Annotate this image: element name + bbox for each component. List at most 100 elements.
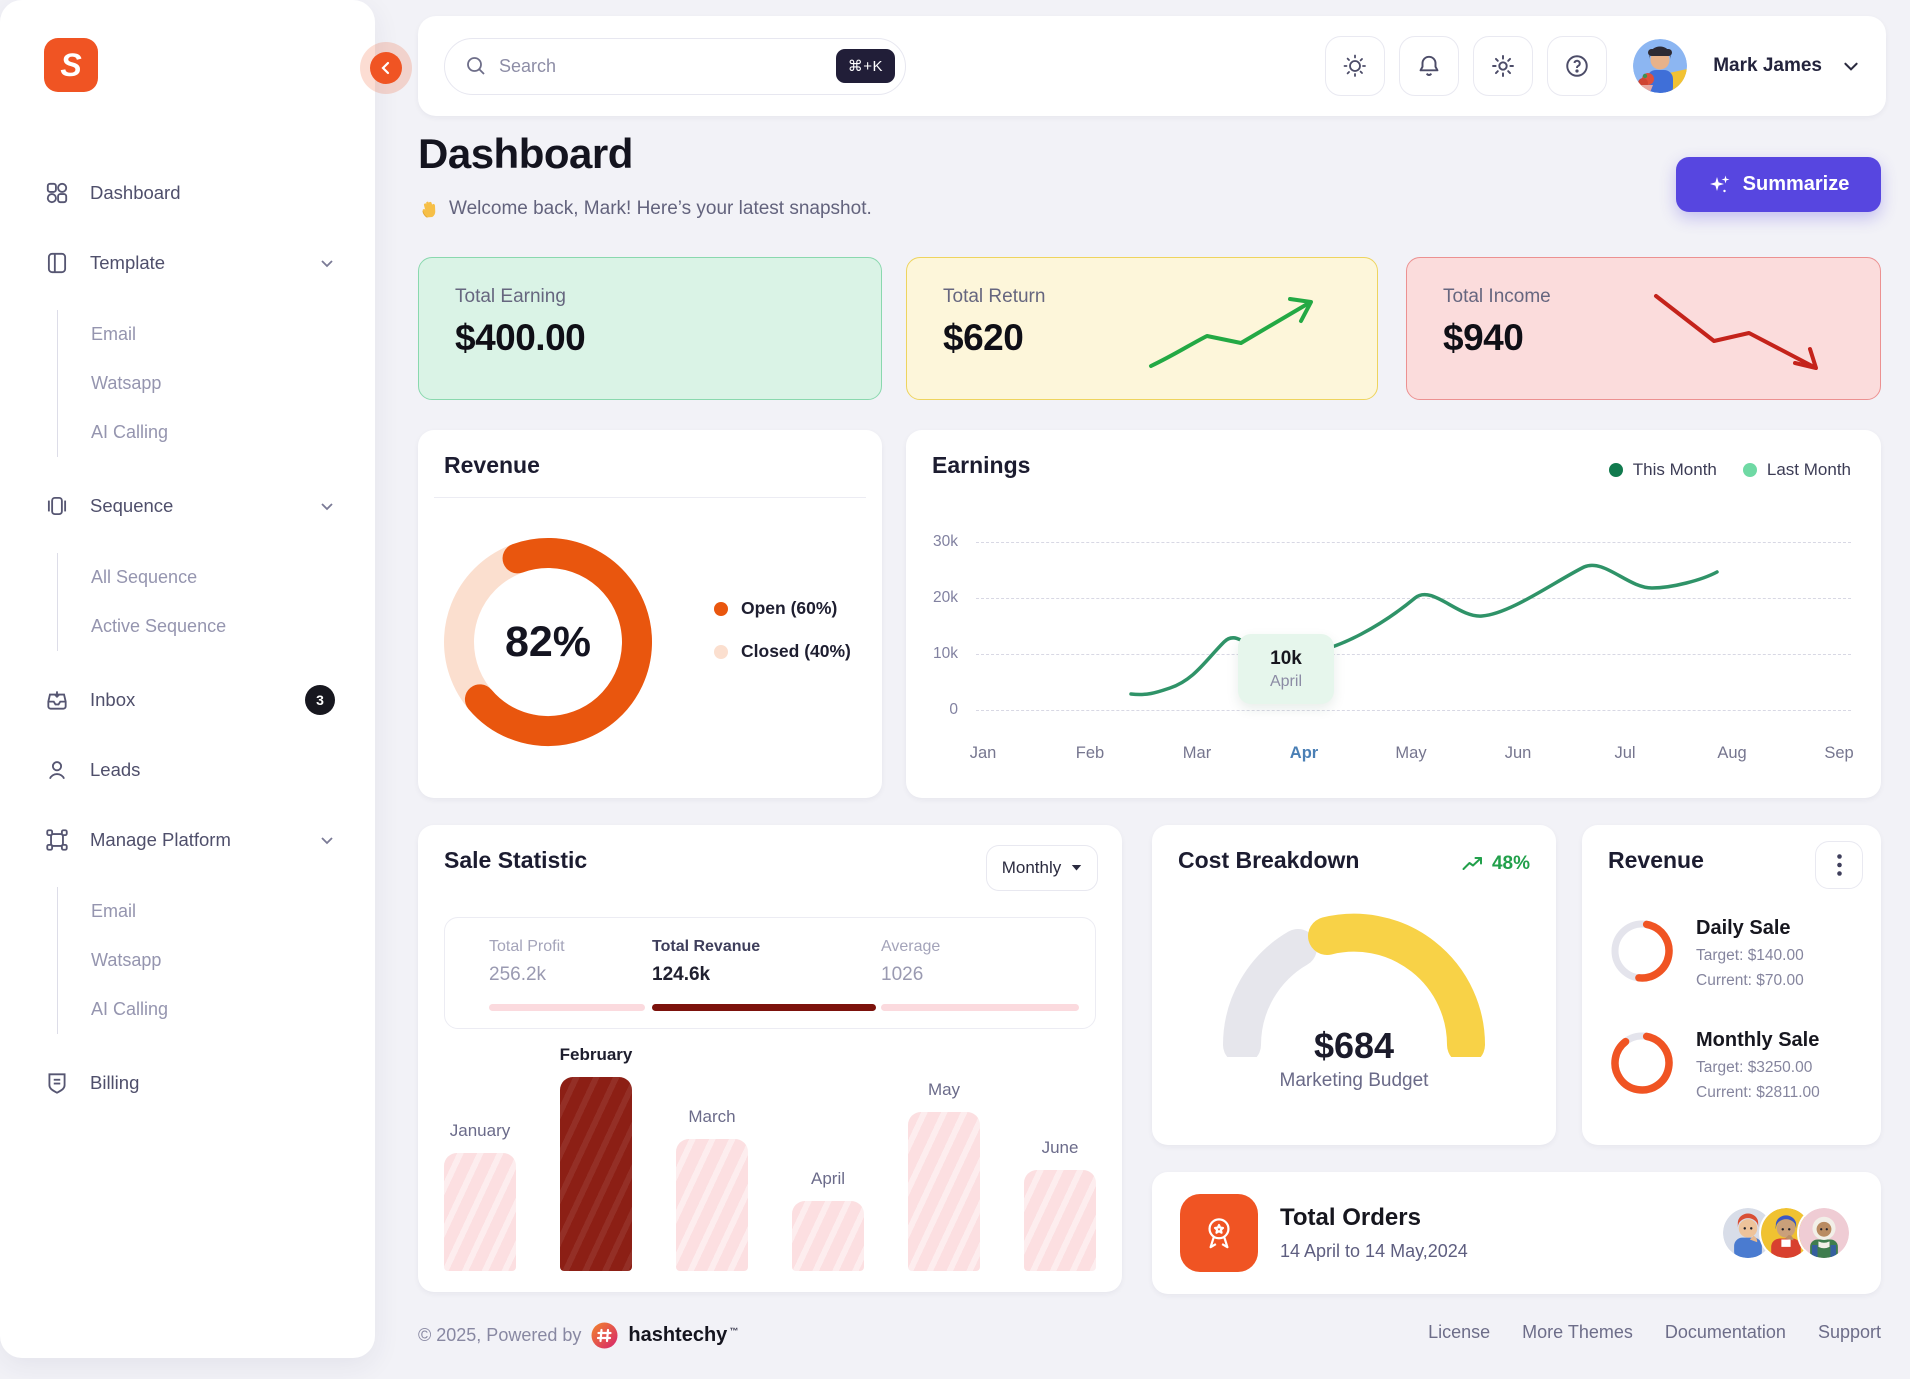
sidebar: s-monogramS Dashboard Template Email Wat…	[0, 0, 375, 1358]
summary-label: Total Profit	[489, 938, 565, 955]
sidebar-subitem-template-email[interactable]: Email	[91, 324, 137, 344]
footer-link-more-themes[interactable]: More Themes	[1522, 1322, 1633, 1342]
summary-value: 124.6k	[652, 964, 711, 985]
trend-up-arrow	[1149, 297, 1313, 368]
daily-sale-ring	[1611, 920, 1673, 982]
sidebar-subitem-platform-email[interactable]: Email	[91, 901, 137, 921]
user-name[interactable]: Mark James	[1713, 55, 1822, 76]
page-title: Dashboard	[418, 130, 633, 177]
user-menu-chevron-icon[interactable]	[1842, 57, 1860, 75]
total-orders-title: Total Orders	[1280, 1204, 1421, 1231]
search-bar[interactable]: ⌘+K	[444, 37, 906, 95]
sidebar-item-sequence[interactable]: Sequence	[44, 483, 335, 529]
stat-value: $400.00	[455, 317, 586, 358]
leads-person-icon	[49, 761, 65, 780]
cost-delta-value: 48%	[1491, 853, 1530, 874]
sidebar-item-leads[interactable]: Leads	[44, 747, 335, 793]
revenue-donut-card: Revenue 82% Open (60%) Closed (40%)	[418, 430, 882, 798]
sidebar-item-label: Billing	[90, 1072, 140, 1093]
chevron-left-icon	[381, 61, 390, 75]
settings-button[interactable]	[1473, 36, 1534, 96]
cost-delta-badge: 48%	[1462, 853, 1530, 875]
stat-card-total-earning: Total Earning $400.00	[418, 257, 882, 400]
legend-closed-label: Closed (40%)	[741, 641, 851, 661]
search-input[interactable]	[499, 55, 824, 77]
sidebar-item-manage-platform[interactable]: Manage Platform	[44, 817, 335, 863]
welcome-message: Welcome back, Mark! Here’s your latest s…	[418, 198, 872, 220]
sidebar-subitem-template-watsapp[interactable]: Watsapp	[91, 373, 162, 393]
x-tick-jan: Jan	[969, 744, 997, 762]
sidebar-subitem-active-sequence[interactable]: Active Sequence	[91, 616, 227, 636]
bell-icon	[1419, 55, 1439, 76]
bar-march	[676, 1139, 748, 1271]
sidebar-subitem-all-sequence[interactable]: All Sequence	[91, 567, 198, 587]
cost-breakdown-card: Cost Breakdown 48% $684 Marketing Budget	[1152, 825, 1556, 1145]
question-circle-icon	[1566, 55, 1588, 77]
template-icon	[47, 252, 67, 274]
award-icon-tile	[1180, 1194, 1258, 1272]
sidebar-item-dashboard[interactable]: Dashboard	[44, 170, 335, 216]
summary-total-revanue: Total Revanue 124.6k	[652, 938, 760, 986]
daily-sale-name: Daily Sale	[1696, 917, 1791, 939]
theme-toggle-button[interactable]	[1325, 36, 1386, 96]
avatar	[1797, 1206, 1851, 1260]
stat-value: $620	[943, 317, 1024, 358]
bar-column-april: April	[792, 1169, 864, 1271]
revenue-donut-chart	[444, 538, 652, 746]
summary-label: Average	[881, 938, 941, 955]
user-avatar[interactable]	[1633, 39, 1688, 93]
bar-label: June	[1041, 1138, 1079, 1157]
daily-sale-current: Current: $70.00	[1696, 972, 1804, 989]
notifications-button[interactable]	[1399, 36, 1460, 96]
y-tick: 30k	[933, 533, 958, 550]
more-options-button[interactable]	[1815, 841, 1863, 889]
total-orders-card: Total Orders 14 April to 14 May,2024	[1152, 1172, 1881, 1294]
sidebar-subitem-platform-ai-calling[interactable]: AI Calling	[91, 999, 169, 1019]
summary-underline	[489, 1004, 645, 1011]
summary-underline	[881, 1004, 1079, 1011]
sidebar-item-billing[interactable]: Billing	[44, 1060, 335, 1106]
footer-link-documentation[interactable]: Documentation	[1664, 1322, 1786, 1342]
sidebar-item-label: Dashboard	[90, 182, 181, 203]
welcome-text: Welcome back, Mark! Here’s your latest s…	[449, 198, 872, 219]
sidebar-item-label: Inbox	[90, 689, 136, 710]
x-tick-feb: Feb	[1075, 744, 1105, 762]
sidebar-subitem-platform-watsapp[interactable]: Watsapp	[91, 950, 162, 970]
legend-open-label: Open (60%)	[741, 598, 838, 618]
cost-breakdown-title: Cost Breakdown	[1178, 847, 1360, 873]
bar-label: May	[927, 1080, 961, 1099]
summary-label: Total Revanue	[652, 938, 761, 955]
copyright-text: © 2025, Powered by	[418, 1325, 582, 1345]
summarize-button[interactable]: Summarize	[1676, 157, 1881, 212]
x-tick-mar: Mar	[1182, 744, 1212, 762]
chevron-down-icon	[321, 837, 333, 845]
sale-statistic-title: Sale Statistic	[444, 847, 588, 873]
sidebar-item-inbox[interactable]: Inbox 3	[44, 677, 335, 723]
x-tick-sep: Sep	[1824, 744, 1854, 762]
monthly-sale-row: Monthly Sale Target: $3250.00 Current: $…	[1608, 1029, 1820, 1102]
topbar-actions: Mark James	[1325, 36, 1860, 96]
sequence-icon	[47, 496, 67, 516]
tooltip-value: 10k	[1270, 647, 1302, 669]
help-button[interactable]	[1547, 36, 1608, 96]
hashtechy-logo-icon	[591, 1322, 618, 1349]
footer-link-support[interactable]: Support	[1817, 1322, 1881, 1342]
summarize-label: Summarize	[1742, 173, 1850, 195]
sidebar-subitem-template-ai-calling[interactable]: AI Calling	[91, 422, 169, 442]
footer-link-license[interactable]: License	[1428, 1322, 1491, 1342]
sale-summary-box: Total Profit 256.2k Total Revanue 124.6k…	[444, 917, 1096, 1029]
bar-column-january: January	[444, 1121, 516, 1271]
app-logo[interactable]: s-monogramS	[44, 38, 98, 92]
sidebar-collapse-button[interactable]	[360, 42, 412, 94]
footer-links: License More Themes Documentation Suppor…	[1428, 1322, 1881, 1343]
period-dropdown[interactable]: Monthly	[986, 845, 1098, 891]
award-ribbon-icon	[1208, 1218, 1230, 1249]
dashboard-icon	[46, 182, 68, 204]
period-value: Monthly	[1001, 858, 1062, 877]
stat-label: Total Earning	[455, 286, 566, 307]
summary-total-profit: Total Profit 256.2k	[489, 938, 565, 986]
earnings-card: Earnings This Month Last Month 30k 20k 1…	[906, 430, 1881, 798]
manage-platform-sub-list: Email Watsapp AI Calling	[57, 887, 335, 1034]
hashtechy-brand[interactable]: hashtechy ™	[628, 1324, 738, 1347]
sidebar-item-template[interactable]: Template	[44, 240, 335, 286]
